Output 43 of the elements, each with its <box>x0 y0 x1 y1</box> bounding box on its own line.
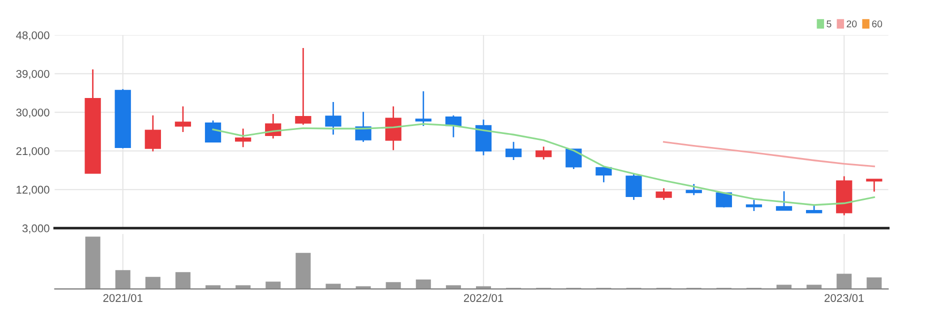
candlestick <box>415 90 432 127</box>
y-tick-label: 48,000 <box>16 31 50 41</box>
y-tick-label: 30,000 <box>16 108 50 118</box>
bar <box>266 282 281 289</box>
bar <box>836 274 852 289</box>
bar <box>145 276 160 289</box>
candlestick <box>656 188 672 201</box>
legend-label: 20 <box>846 20 857 28</box>
x-tick-label: 2021/01 <box>103 294 142 302</box>
bar <box>806 284 822 289</box>
candlestick <box>174 106 192 133</box>
y-tick-label: 3,000 <box>22 224 50 234</box>
candlestick <box>235 128 252 148</box>
bar <box>326 284 341 289</box>
bar <box>386 282 401 289</box>
bar <box>776 284 792 289</box>
candlestick <box>536 146 552 160</box>
y-tick-label: 21,000 <box>16 147 50 156</box>
x-tick-label: 2023/01 <box>824 294 864 302</box>
bar <box>296 252 311 289</box>
bar <box>416 280 431 289</box>
candlestick <box>295 47 312 126</box>
candlestick <box>505 141 522 161</box>
line-series <box>662 141 876 168</box>
bar <box>85 236 100 289</box>
candlestick <box>866 178 882 192</box>
legend-label: 5 <box>826 20 832 28</box>
bar <box>866 277 882 289</box>
legend-label: 60 <box>872 20 882 28</box>
y-tick-label: 39,000 <box>16 70 50 80</box>
candlestick <box>325 101 342 136</box>
candlestick <box>746 199 762 212</box>
x-tick-label: 2022/01 <box>464 294 504 302</box>
candlestick <box>776 190 792 211</box>
candlestick <box>144 114 161 152</box>
y-tick-label: 12,000 <box>16 186 50 195</box>
candlestick <box>566 148 582 170</box>
bar <box>115 270 130 289</box>
candlestick <box>385 106 402 151</box>
candlestick <box>686 183 702 196</box>
candlestick <box>596 166 612 183</box>
bar <box>175 272 190 289</box>
candlestick <box>626 172 642 201</box>
